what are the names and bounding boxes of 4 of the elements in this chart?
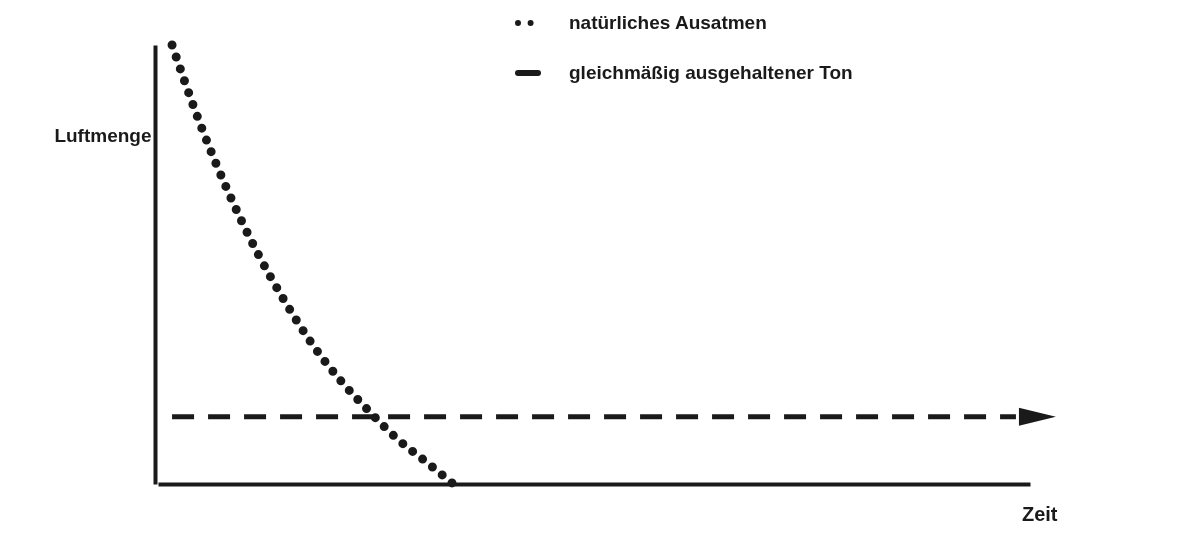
y-axis-title: Luftmenge xyxy=(54,124,152,146)
legend-label: gleichmäßig ausgehaltener Ton xyxy=(569,62,853,83)
x-axis-title: Zeit xyxy=(1021,502,1058,525)
legend-label: natürliches Ausatmen xyxy=(569,12,767,33)
